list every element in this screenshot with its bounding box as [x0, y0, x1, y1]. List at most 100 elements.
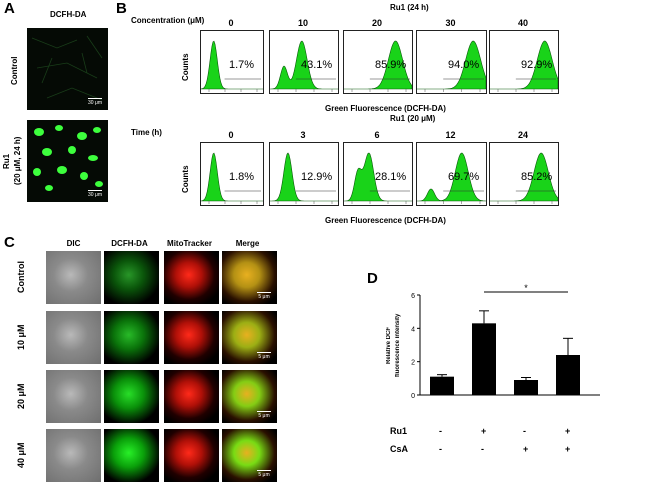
- b-top-title: Ru1 (24 h): [390, 3, 429, 12]
- c-image-3-1: [104, 429, 159, 482]
- b-top-header-3: 30: [445, 18, 456, 28]
- c-image-1-2: [164, 311, 219, 364]
- c-image-1-1: [104, 311, 159, 364]
- b-bottom-header-0: 0: [228, 130, 234, 140]
- b-top-histogram-3: 94.0%: [416, 30, 487, 94]
- ru1-micrograph: 30 μm: [27, 120, 108, 202]
- d-bar-chart: 0 2 4 6 *: [411, 283, 600, 400]
- c-image-3-2: [164, 429, 219, 482]
- d-bar-2: [514, 380, 538, 395]
- d-bar-3: [556, 355, 580, 395]
- b-bottom-histogram-4: 85.2%: [489, 142, 559, 206]
- b-bottom-header-4: 24: [517, 130, 528, 140]
- b-top-histogram-1: 43.1%: [269, 30, 339, 94]
- d-row-label-csa: CsA: [390, 444, 409, 454]
- d-sign-csa-1: -: [481, 444, 484, 454]
- c-col-merge: Merge: [235, 239, 260, 248]
- b-bottom-histogram-curve-2: [344, 152, 412, 202]
- d-y-tick-label: 6: [411, 293, 415, 300]
- b-bottom-percent-1: 12.9%: [301, 171, 333, 183]
- c-col-dcfh: DCFH-DA: [111, 239, 148, 248]
- d-sign-csa-0: -: [439, 444, 442, 454]
- b-top-percent-0: 1.7%: [229, 59, 255, 71]
- b-bottom-histogram-0: 1.8%: [200, 142, 264, 206]
- c-image-2-1: [104, 370, 159, 423]
- c-image-0-1: [104, 251, 159, 304]
- d-sign-ru1-1: +: [481, 426, 487, 436]
- b-bottom-histogram-curve-1: [270, 152, 338, 202]
- b-bottom-row-label: Time (h): [131, 128, 162, 137]
- scale-bar: 30 μm: [88, 98, 102, 106]
- b-top-histogram-0: 1.7%: [200, 30, 264, 94]
- c-col-dic: DIC: [66, 239, 81, 248]
- d-row-label-ru1: Ru1: [390, 426, 408, 436]
- d-y-tick-label: 2: [411, 360, 415, 367]
- b-top-histogram-curve-3: [417, 40, 486, 90]
- c-image-2-3: 5 μm: [222, 370, 277, 423]
- control-micrograph: 30 μm: [27, 28, 108, 110]
- b-bottom-percent-0: 1.8%: [229, 171, 255, 183]
- b-top-xlabel: Green Fluorescence (DCFH-DA): [325, 104, 446, 113]
- c-image-3-3: 5 μm: [222, 429, 277, 482]
- d-y-tick-label: 4: [411, 326, 415, 333]
- d-bar-1: [472, 323, 496, 395]
- c-image-2-0: [46, 370, 101, 423]
- b-bottom-percent-4: 85.2%: [521, 171, 553, 183]
- b-bottom-ylabel: Counts: [181, 165, 190, 193]
- d-sign-csa-2: +: [523, 444, 529, 454]
- b-bottom-histogram-curve-3: [417, 152, 486, 202]
- panel-a-title: DCFH-DA: [50, 10, 87, 19]
- b-bottom-histogram-curve-0: [201, 152, 263, 202]
- panel-b-letter: B: [116, 0, 127, 17]
- scale-bar: 5 μm: [257, 470, 271, 478]
- c-image-0-2: [164, 251, 219, 304]
- panel-c-letter: C: [4, 234, 15, 251]
- b-top-percent-3: 94.0%: [448, 59, 480, 71]
- d-sign-ru1-3: +: [565, 426, 571, 436]
- b-bottom-title: Ru1 (20 μM): [390, 114, 436, 123]
- c-image-1-0: [46, 311, 101, 364]
- c-image-0-3: 5 μm: [222, 251, 277, 304]
- b-top-histogram-curve-1: [270, 40, 338, 90]
- panel-a-row-ru1-line2: (20 μM, 24 h): [13, 136, 22, 186]
- c-row-label-3: 40 μM: [16, 442, 26, 469]
- d-significance-star: *: [524, 283, 528, 293]
- b-bottom-histogram-curve-4: [490, 152, 558, 202]
- d-bar-0: [430, 376, 454, 395]
- panel-d-letter: D: [367, 270, 378, 287]
- c-image-2-2: [164, 370, 219, 423]
- c-row-label-2: 20 μM: [16, 383, 26, 410]
- b-top-percent-2: 85.9%: [375, 59, 407, 71]
- d-ylabel-line1: Relative DCF: [386, 326, 392, 364]
- c-image-0-0: [46, 251, 101, 304]
- c-image-1-3: 5 μm: [222, 311, 277, 364]
- c-row-label-1: 10 μM: [16, 324, 26, 351]
- c-col-mitotracker: MitoTracker: [167, 239, 212, 248]
- scale-bar: 30 μm: [88, 190, 102, 198]
- b-bottom-percent-2: 28.1%: [375, 171, 407, 183]
- panel-a-row-ru1-line1: Ru1: [2, 153, 11, 169]
- b-top-percent-1: 43.1%: [301, 59, 333, 71]
- b-top-percent-4: 92.9%: [521, 59, 553, 71]
- scale-bar: 5 μm: [257, 411, 271, 419]
- c-row-label-0: Control: [16, 261, 26, 294]
- scale-bar: 5 μm: [257, 352, 271, 360]
- b-top-histogram-curve-4: [490, 40, 558, 90]
- b-top-histogram-4: 92.9%: [489, 30, 559, 94]
- panel-a-row-control: Control: [10, 56, 19, 86]
- b-top-histogram-curve-2: [344, 40, 412, 90]
- b-top-header-4: 40: [517, 18, 528, 28]
- b-top-histogram-2: 85.9%: [343, 30, 413, 94]
- b-top-header-1: 10: [297, 18, 308, 28]
- d-sign-csa-3: +: [565, 444, 571, 454]
- b-bottom-histogram-3: 69.7%: [416, 142, 487, 206]
- b-top-ylabel: Counts: [181, 53, 190, 81]
- b-top-row-label: Concentration (μM): [131, 16, 205, 25]
- panel-a-letter: A: [4, 0, 15, 17]
- b-top-histogram-curve-0: [201, 40, 263, 90]
- b-bottom-percent-3: 69.7%: [448, 171, 480, 183]
- b-bottom-header-2: 6: [374, 130, 380, 140]
- d-y-tick-label: 0: [411, 393, 415, 400]
- b-bottom-histogram-1: 12.9%: [269, 142, 339, 206]
- d-sign-ru1-0: -: [439, 426, 442, 436]
